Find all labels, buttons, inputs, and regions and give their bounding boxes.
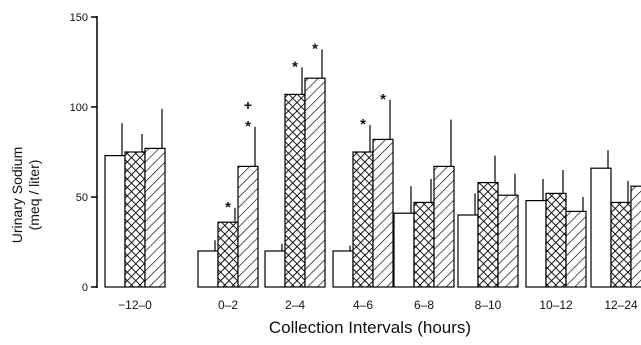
bar-open xyxy=(104,155,126,288)
bar-open xyxy=(264,250,286,288)
bar-diagonal xyxy=(630,185,641,288)
bar-crosshatch xyxy=(413,201,435,288)
bar-diagonal xyxy=(237,165,259,288)
bar-diagonal xyxy=(372,138,394,288)
x-tick-label: 4–6 xyxy=(353,298,373,312)
x-tick-label: 12–24 xyxy=(604,298,638,312)
y-ticks: 0 50 100 150 xyxy=(70,12,97,294)
asterisk-marker: * xyxy=(225,199,231,216)
asterisk-marker: * xyxy=(312,40,318,57)
bar-crosshatch xyxy=(477,182,499,288)
asterisk-marker: * xyxy=(245,118,251,135)
bar-open xyxy=(197,250,219,288)
bar-diagonal xyxy=(433,165,455,288)
y-axis-title-line-1: Urinary Sodium xyxy=(9,147,25,243)
x-axis-title: Collection Intervals (hours) xyxy=(269,318,471,337)
asterisk-marker: * xyxy=(360,116,366,133)
x-tick-label: −12–0 xyxy=(118,298,152,312)
x-tick-label: 10–12 xyxy=(539,298,573,312)
asterisk-marker: * xyxy=(380,91,386,108)
bar-open xyxy=(590,167,612,288)
x-tick-label: 0–2 xyxy=(218,298,238,312)
y-tick-label: 0 xyxy=(82,282,88,294)
bars xyxy=(104,77,641,288)
bar-diagonal xyxy=(565,210,587,288)
bar-open xyxy=(457,214,479,288)
asterisk-marker: * xyxy=(292,58,298,75)
bar-diagonal xyxy=(497,194,519,288)
x-tick-label: 8–10 xyxy=(475,298,502,312)
bar-diagonal xyxy=(304,77,326,288)
bar-open xyxy=(393,212,415,288)
bar-crosshatch xyxy=(124,151,146,288)
bar-open xyxy=(525,200,547,288)
x-tick-labels: −12–0 0–2 2–4 4–6 6–8 8–10 10–12 12–24 xyxy=(118,298,638,312)
y-tick-label: 150 xyxy=(70,12,88,24)
bar-crosshatch xyxy=(284,93,306,288)
bar-crosshatch xyxy=(352,151,374,288)
bar-crosshatch xyxy=(610,201,632,288)
plus-marker: + xyxy=(244,97,252,113)
x-tick-label: 6–8 xyxy=(414,298,434,312)
x-tick-label: 2–4 xyxy=(285,298,305,312)
bar-diagonal xyxy=(144,147,166,288)
error-bars xyxy=(121,49,629,251)
y-tick-label: 50 xyxy=(76,192,88,204)
significance-marks: * * + * * * * xyxy=(225,40,386,215)
y-axis-title: Urinary Sodium (meq / liter) xyxy=(9,147,42,243)
y-tick-label: 100 xyxy=(70,102,88,114)
bar-open xyxy=(332,250,354,288)
bar-crosshatch xyxy=(545,192,567,288)
y-axis-title-line-2: (meq / liter) xyxy=(26,160,42,231)
bar-crosshatch xyxy=(217,221,239,288)
